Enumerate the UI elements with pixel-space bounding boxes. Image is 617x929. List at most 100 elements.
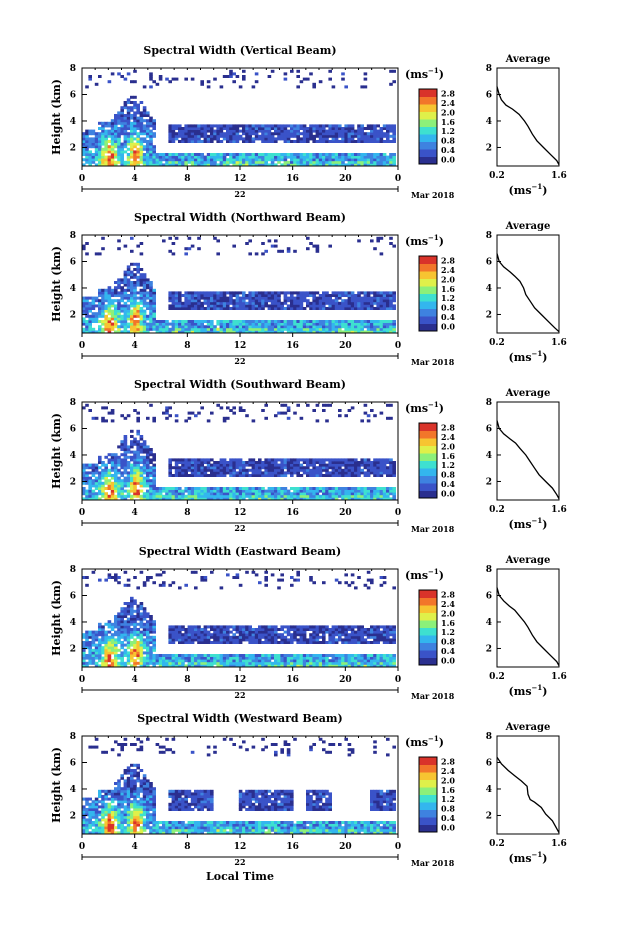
heatmap-cell <box>149 153 153 156</box>
heatmap-cell <box>290 487 294 490</box>
heatmap-cell <box>392 153 396 156</box>
heatmap-cell <box>382 163 387 167</box>
heatmap-cell <box>232 466 236 470</box>
heatmap-cell <box>123 440 128 444</box>
heatmap-cell <box>392 127 396 130</box>
heatmap-cell <box>194 497 198 501</box>
heatmap-cell <box>110 137 115 141</box>
heatmap-cell <box>197 320 201 323</box>
heatmap-cell <box>200 492 204 496</box>
heatmap-cell <box>386 489 390 493</box>
heatmap-cell <box>142 296 147 300</box>
heatmap-cell <box>126 617 131 621</box>
heatmap-cell <box>130 249 134 253</box>
heatmap-cell <box>149 75 153 78</box>
heatmap-cell <box>280 153 284 156</box>
heatmap-cell <box>242 132 246 136</box>
heatmap-cell <box>194 471 198 475</box>
heatmap-cell <box>299 416 304 420</box>
heatmap-cell <box>101 330 105 334</box>
heatmap-cell <box>168 80 172 84</box>
heatmap-cell <box>363 158 368 162</box>
avg-y-tick-label: 2 <box>486 477 492 487</box>
colorbar-segment <box>419 445 437 454</box>
heatmap-cell <box>206 296 211 300</box>
heatmap-cell <box>165 155 169 159</box>
heatmap-cell <box>254 155 259 159</box>
heatmap-cell <box>251 638 256 642</box>
heatmap-cell <box>152 127 156 130</box>
heatmap-cell <box>171 134 176 138</box>
heatmap-cell <box>229 497 233 501</box>
colorbar-frame <box>418 255 438 332</box>
heatmap-cell <box>309 163 313 167</box>
heatmap-cell <box>114 646 118 650</box>
heatmap-cell <box>280 129 284 133</box>
heatmap-cell <box>136 163 140 167</box>
heatmap-cell <box>190 411 195 415</box>
heatmap-cell <box>242 155 246 159</box>
heatmap-cell <box>197 468 201 472</box>
heatmap-cell <box>325 160 329 164</box>
heatmap-cell <box>130 312 134 316</box>
heatmap-cell <box>114 307 118 310</box>
heatmap-cell <box>222 158 227 162</box>
heatmap-cell <box>126 494 131 498</box>
heatmap-cell <box>133 461 137 464</box>
heatmap-cell <box>226 325 230 329</box>
heatmap-cell <box>139 468 144 472</box>
heatmap-cell <box>258 160 262 164</box>
heatmap-cell <box>248 327 252 331</box>
heatmap-cell <box>299 497 304 501</box>
heatmap-cell <box>130 630 134 634</box>
heatmap-cell <box>130 288 134 292</box>
heatmap-cell <box>187 320 192 323</box>
heatmap-cell <box>293 249 297 253</box>
heatmap-cell <box>197 661 201 665</box>
heatmap-cell <box>200 134 204 138</box>
heatmap-cell <box>325 294 329 297</box>
heatmap-cell <box>114 656 118 660</box>
heatmap-cell <box>181 129 185 133</box>
heatmap-cell <box>366 140 371 143</box>
heatmap-cell <box>267 155 272 159</box>
heatmap-cell <box>280 628 284 631</box>
heatmap-cell <box>222 628 227 631</box>
heatmap-cell <box>155 82 160 86</box>
heatmap-cell <box>258 158 262 162</box>
heatmap-cell <box>136 304 140 308</box>
heatmap <box>82 69 396 167</box>
heatmap-cell <box>370 137 374 141</box>
heatmap-cell <box>261 494 265 498</box>
heatmap-cell <box>389 461 393 464</box>
heatmap-cell <box>389 458 393 462</box>
heatmap-cell <box>293 153 297 156</box>
heatmap-cell <box>136 268 140 271</box>
heatmap-cell <box>238 330 243 334</box>
heatmap-cell <box>274 327 278 331</box>
heatmap-cell <box>133 296 137 300</box>
heatmap-cell <box>350 466 355 470</box>
heatmap-cell <box>158 573 163 577</box>
heatmap-cell <box>98 145 102 149</box>
heatmap-cell <box>267 307 272 310</box>
heatmap-cell <box>110 294 115 297</box>
heatmap-cell <box>213 155 217 159</box>
average-title: Average <box>505 54 551 65</box>
heatmap-cell <box>110 314 115 318</box>
heatmap-cell <box>101 641 105 644</box>
heatmap-cell <box>296 299 300 303</box>
heatmap-cell <box>101 638 105 642</box>
heatmap-cell <box>254 134 259 138</box>
heatmap-cell <box>142 497 147 501</box>
heatmap-cell <box>146 145 150 149</box>
heatmap-cell <box>222 494 227 498</box>
heatmap-cell <box>98 492 102 496</box>
heatmap-cell <box>370 124 374 128</box>
heatmap-cell <box>261 325 265 329</box>
heatmap-cell <box>114 320 118 323</box>
heatmap-cell <box>322 132 326 136</box>
heatmap-cell <box>248 160 252 164</box>
heatmap-cell <box>386 296 390 300</box>
heatmap-cell <box>302 471 307 475</box>
